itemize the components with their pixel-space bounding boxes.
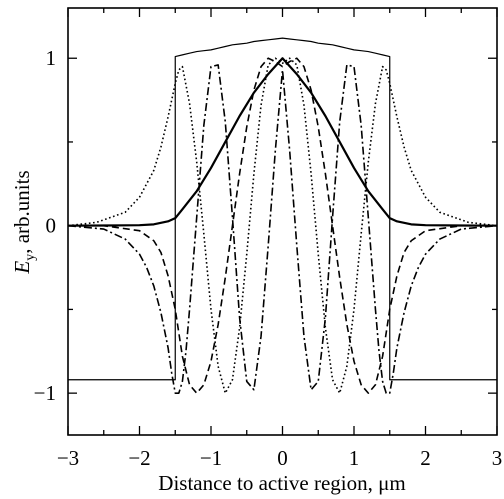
x-axis-title: Distance to active region, μm: [158, 471, 405, 495]
x-tick-label: 1: [349, 446, 360, 470]
x-tick-label: 2: [420, 446, 431, 470]
x-tick-label: −2: [128, 446, 150, 470]
series-line-solid-thin: [68, 37, 497, 381]
x-tick-label: −1: [200, 446, 222, 470]
plot-curves: [68, 37, 497, 394]
y-tick-label: 1: [46, 46, 57, 70]
x-tick-label: −3: [57, 446, 79, 470]
series-line-dashed: [68, 57, 497, 394]
series-line-solid-thick: [68, 57, 497, 227]
y-tick-label: 0: [46, 214, 57, 238]
y-axis-title: Ey, arb.units: [10, 170, 38, 274]
series-line-dash-dot: [68, 64, 497, 394]
series-line-dotted: [68, 57, 497, 394]
y-tick-label: −1: [34, 381, 56, 405]
x-tick-label: 3: [492, 446, 503, 470]
x-tick-label: 0: [277, 446, 288, 470]
